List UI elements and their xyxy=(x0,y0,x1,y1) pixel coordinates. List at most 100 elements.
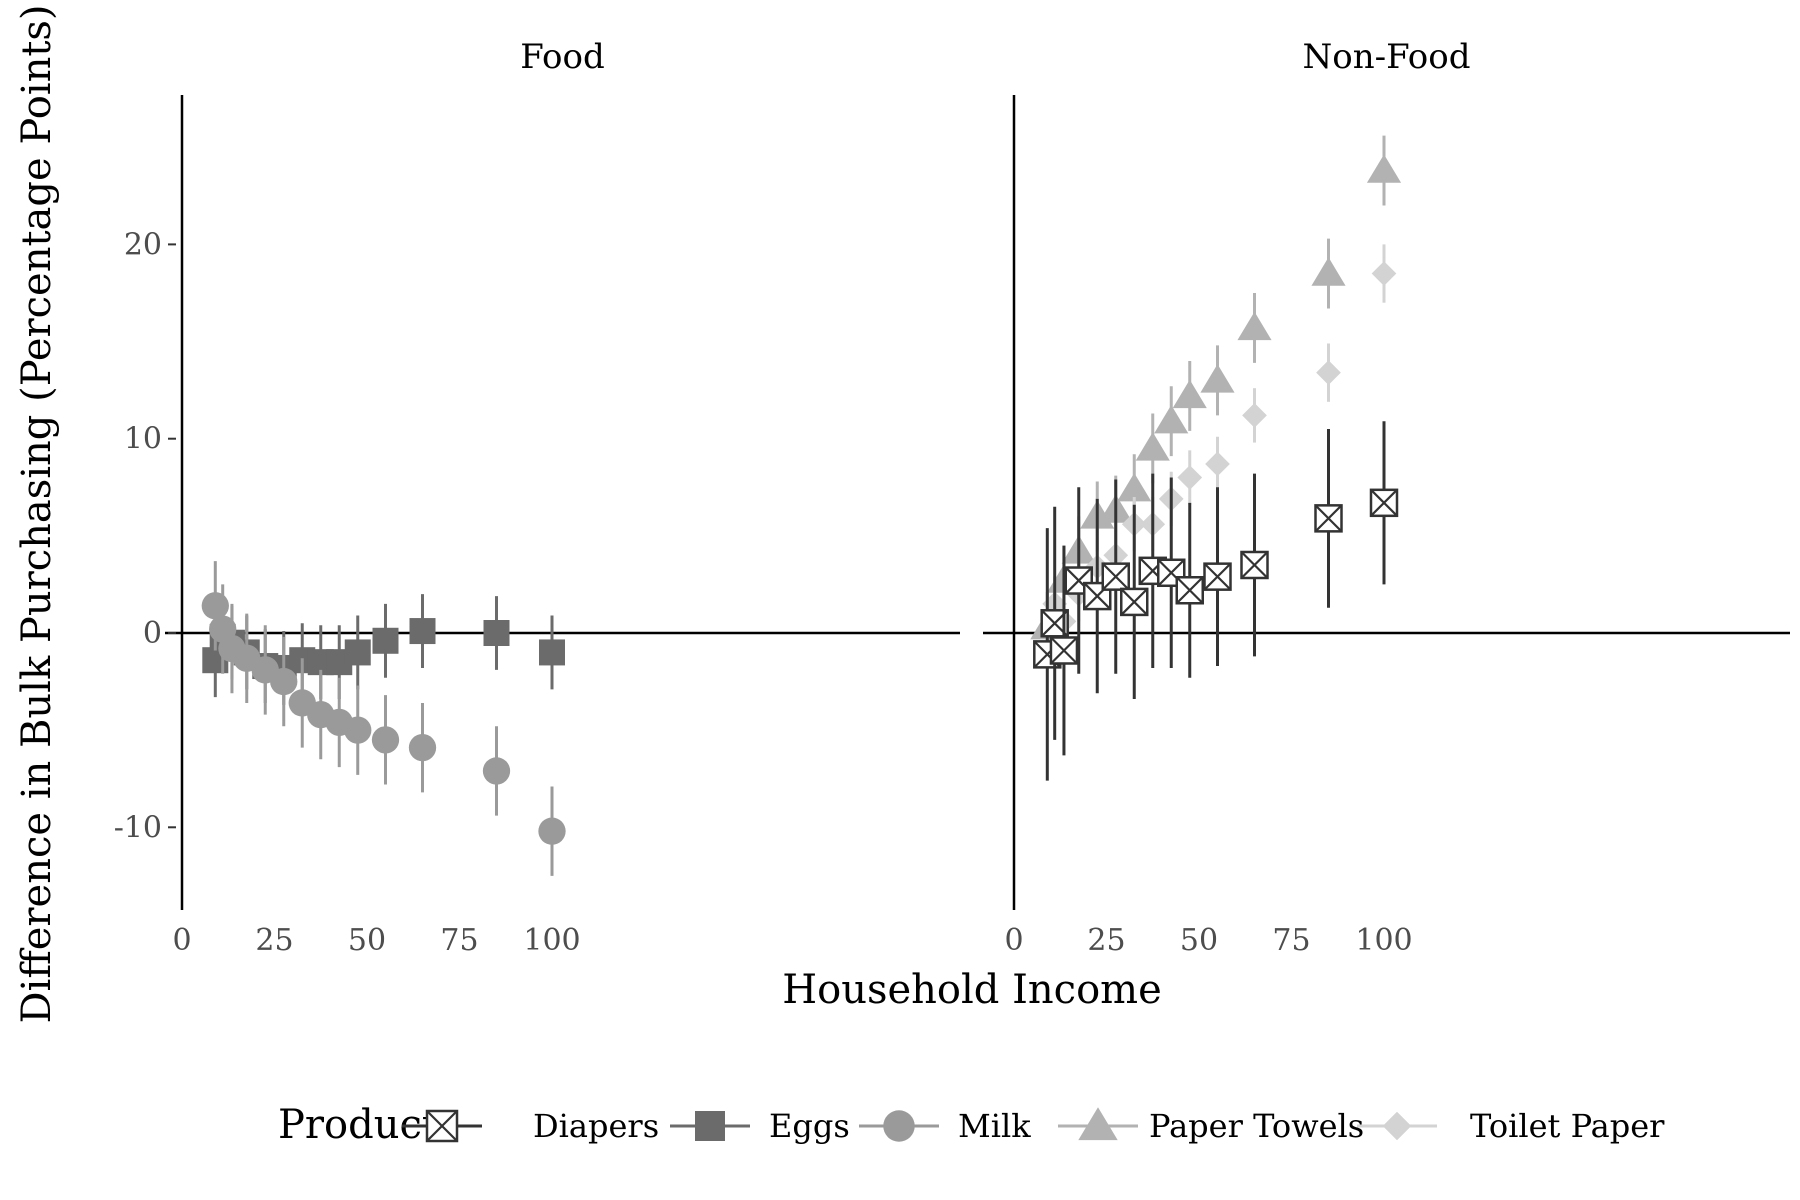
x-tick-label: 75 xyxy=(440,923,478,958)
x-tick-label: 50 xyxy=(348,923,386,958)
panel-title: Food xyxy=(520,37,604,77)
data-point xyxy=(1311,257,1346,286)
panel-food: Food -10 0 10 20 0 25 50 75 100 xyxy=(114,37,960,958)
x-tick-label: 0 xyxy=(1004,923,1023,958)
x-tick-label: 100 xyxy=(523,923,580,958)
legend-key-marker-shape xyxy=(883,1110,915,1142)
data-point-cross-b xyxy=(1203,562,1232,591)
data-point-shape xyxy=(1200,364,1235,393)
data-point-shape xyxy=(1172,379,1207,409)
data-point-shape xyxy=(1311,257,1346,286)
data-point-shape xyxy=(538,817,566,845)
legend-key-marker-shape xyxy=(1078,1107,1118,1141)
data-point xyxy=(1203,562,1232,591)
x-tick-label: 50 xyxy=(1180,923,1218,958)
legend-key-marker-cross-b xyxy=(426,1110,458,1142)
data-point xyxy=(1101,562,1130,591)
data-point xyxy=(1316,360,1341,385)
legend-key-marker xyxy=(1382,1111,1412,1141)
data-point xyxy=(201,592,229,620)
data-point xyxy=(539,639,565,666)
data-point xyxy=(1366,154,1402,183)
data-point xyxy=(1135,432,1170,461)
data-point-shape xyxy=(1205,451,1230,477)
data-point-shape xyxy=(409,618,436,645)
legend-key-marker xyxy=(1078,1107,1118,1141)
data-point xyxy=(408,733,437,762)
legend-key-marker xyxy=(695,1111,725,1141)
data-point-cross-b xyxy=(1314,504,1343,533)
x-axis-title: Household Income xyxy=(782,967,1162,1013)
data-point xyxy=(482,757,511,785)
series-diapers xyxy=(1033,421,1399,781)
data-point-shape xyxy=(344,639,371,666)
legend: Product Diapers Eggs Milk Paper Towels Toile… xyxy=(278,1102,1665,1148)
legend-key-marker-shape xyxy=(1382,1111,1412,1141)
data-point xyxy=(1120,587,1149,617)
y-tick-label: 0 xyxy=(143,616,162,651)
data-point xyxy=(1371,261,1397,286)
data-point-shape xyxy=(1177,465,1203,490)
legend-label: Toilet Paper xyxy=(1470,1107,1665,1145)
x-tick-label: 100 xyxy=(1355,923,1412,958)
y-axis-title: Difference in Bulk Purchasing (Percentag… xyxy=(14,4,60,1023)
data-point-shape xyxy=(1371,261,1397,286)
data-point-shape xyxy=(539,639,565,666)
data-point xyxy=(1154,404,1189,434)
legend-label: Diapers xyxy=(533,1107,659,1145)
data-point xyxy=(344,639,371,666)
panel-title: Non-Food xyxy=(1302,37,1470,77)
data-point xyxy=(1049,636,1079,665)
y-tick-label: -10 xyxy=(114,810,162,845)
data-point xyxy=(372,627,399,654)
data-point-shape xyxy=(270,667,298,696)
data-point-shape xyxy=(1117,472,1152,502)
data-point-shape xyxy=(483,620,510,646)
legend-item-milk: Milk xyxy=(859,1107,1031,1145)
x-tick-label: 75 xyxy=(1272,923,1310,958)
panel-non-food: Non-Food 0 25 50 75 100 xyxy=(983,37,1790,958)
data-point xyxy=(409,618,436,645)
data-point xyxy=(538,817,566,845)
data-point-shape xyxy=(482,757,511,785)
legend-item-eggs: Eggs xyxy=(670,1107,850,1145)
data-point-shape xyxy=(1366,154,1402,183)
data-point xyxy=(1175,576,1204,605)
panels-layer: Food -10 0 10 20 0 25 50 75 100 Non-Food 0 25 50 75 100 xyxy=(114,37,1790,958)
legend-label: Paper Towels xyxy=(1149,1107,1364,1145)
data-point xyxy=(1117,472,1152,502)
legend-key-marker-shape xyxy=(695,1111,725,1141)
data-point-shape xyxy=(1135,432,1170,461)
data-point xyxy=(1242,403,1267,428)
data-point-shape xyxy=(408,733,437,762)
data-point-shape xyxy=(1316,360,1341,385)
y-tick-label: 20 xyxy=(124,227,162,262)
data-point-cross-b xyxy=(1064,566,1093,595)
legend-label: Milk xyxy=(958,1107,1031,1145)
x-tick-label: 25 xyxy=(255,923,293,958)
data-point-cross-b xyxy=(1175,576,1204,605)
data-point-shape xyxy=(1237,311,1272,341)
legend-item-toilet-paper: Toilet Paper xyxy=(1357,1107,1665,1145)
data-point xyxy=(371,726,400,754)
data-point xyxy=(483,620,510,646)
data-point-shape xyxy=(1154,404,1189,434)
legend-key-marker xyxy=(425,1109,459,1143)
data-point-cross-b xyxy=(1370,489,1398,517)
data-point-shape xyxy=(1242,403,1267,428)
data-point xyxy=(1177,465,1203,490)
data-point xyxy=(1172,379,1207,409)
data-point xyxy=(1314,504,1343,533)
x-tick-label: 0 xyxy=(172,923,191,958)
data-point xyxy=(270,667,298,696)
data-point-cross-b xyxy=(1240,551,1269,579)
y-tick-label: 10 xyxy=(124,422,162,457)
data-point xyxy=(1237,311,1272,341)
data-point-cross-b xyxy=(1101,562,1130,591)
data-point-cross-b xyxy=(1050,636,1078,665)
data-point xyxy=(1200,364,1235,393)
legend-label: Eggs xyxy=(769,1107,850,1145)
data-point-shape xyxy=(344,716,372,744)
